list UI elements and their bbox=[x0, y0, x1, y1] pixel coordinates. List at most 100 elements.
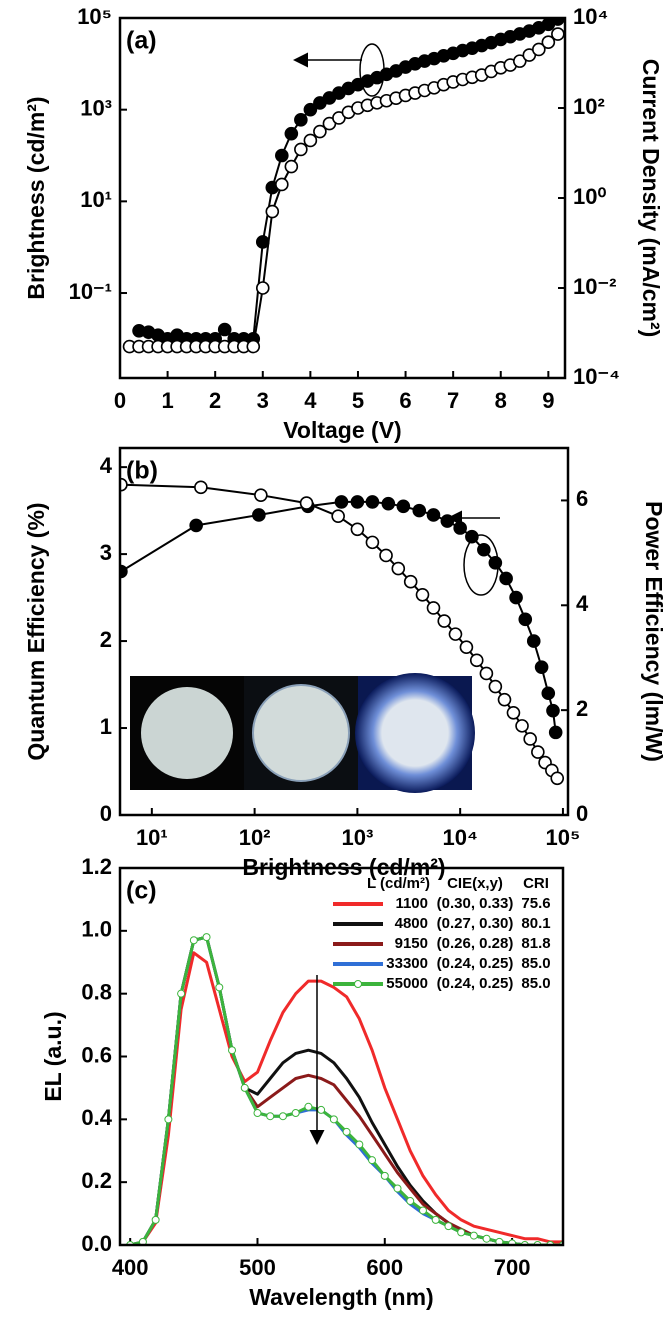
data-point bbox=[299, 496, 314, 510]
y-tick-label: 0.6 bbox=[81, 1042, 112, 1067]
y2-tick-label: 10² bbox=[573, 94, 605, 119]
legend-cri: 81.8 bbox=[521, 935, 550, 952]
x-axis-title: Voltage (V) bbox=[283, 417, 401, 443]
data-point bbox=[252, 508, 266, 522]
data-point bbox=[497, 692, 512, 707]
x-tick-label: 4 bbox=[304, 388, 317, 413]
data-point bbox=[342, 1127, 351, 1136]
data-point bbox=[508, 1239, 517, 1245]
data-point bbox=[278, 1112, 287, 1121]
data-point bbox=[495, 1237, 504, 1245]
data-point bbox=[499, 571, 513, 586]
x-tick-label: 9 bbox=[542, 388, 554, 413]
y-tick-label: 4 bbox=[100, 453, 113, 478]
data-point bbox=[541, 686, 556, 701]
x-tick-label: 8 bbox=[495, 388, 507, 413]
legend-label: 33300 bbox=[386, 955, 428, 972]
y2-tick-label: 0 bbox=[576, 801, 588, 826]
data-point bbox=[523, 732, 537, 746]
y-tick-label: 10⁵ bbox=[77, 4, 112, 29]
legend-header: CIE(x,y) bbox=[447, 875, 503, 892]
data-point bbox=[254, 488, 268, 502]
data-point bbox=[479, 666, 494, 681]
data-point bbox=[317, 1105, 326, 1114]
x-tick-label: 10⁵ bbox=[546, 825, 581, 850]
data-point bbox=[426, 508, 441, 522]
y-tick-label: 2 bbox=[100, 627, 112, 652]
data-point bbox=[541, 35, 556, 49]
data-point bbox=[379, 548, 393, 563]
data-point bbox=[548, 725, 563, 740]
plot-frame bbox=[118, 866, 565, 1247]
x-tick-label: 10² bbox=[239, 825, 271, 850]
data-point bbox=[255, 281, 270, 295]
data-point bbox=[488, 555, 503, 570]
x-tick-label: 3 bbox=[257, 388, 269, 413]
x-tick-label: 700 bbox=[494, 1255, 531, 1280]
data-point bbox=[518, 612, 533, 627]
data-point bbox=[550, 771, 565, 786]
data-point bbox=[189, 518, 203, 533]
y-tick-label: 0.0 bbox=[81, 1231, 112, 1256]
legend-cie: (0.24, 0.25) bbox=[437, 975, 514, 992]
y-tick-label: 1.0 bbox=[81, 917, 112, 942]
data-point bbox=[228, 1046, 237, 1055]
data-point bbox=[381, 496, 396, 511]
data-point bbox=[255, 235, 270, 249]
y-tick-label: 0.8 bbox=[81, 979, 112, 1004]
data-point bbox=[380, 1171, 389, 1180]
data-point bbox=[291, 1109, 300, 1118]
legend-cri: 85.0 bbox=[521, 975, 550, 992]
data-point bbox=[151, 1215, 160, 1224]
data-point bbox=[138, 1237, 147, 1245]
data-point bbox=[368, 1156, 377, 1165]
data-point bbox=[506, 705, 521, 720]
data-point bbox=[365, 535, 380, 550]
emitting-disc bbox=[252, 684, 350, 782]
data-point bbox=[266, 1112, 275, 1121]
x-tick-label: 7 bbox=[447, 388, 459, 413]
data-point bbox=[164, 1115, 173, 1124]
plot-frame bbox=[118, 446, 570, 817]
data-point bbox=[453, 521, 467, 535]
data-point bbox=[294, 113, 308, 127]
plot-layer bbox=[122, 18, 565, 354]
data-point bbox=[465, 529, 479, 544]
data-point bbox=[313, 124, 327, 139]
y-axis-title: EL (a.u.) bbox=[40, 1011, 66, 1101]
data-point bbox=[275, 148, 289, 163]
data-point bbox=[431, 1215, 440, 1224]
y-tick-label: 1.2 bbox=[81, 854, 112, 879]
legend-label: 9150 bbox=[395, 935, 428, 952]
y-tick-label: 1 bbox=[100, 714, 112, 739]
data-point bbox=[393, 1184, 402, 1193]
data-point bbox=[509, 590, 523, 605]
data-point bbox=[426, 601, 441, 615]
data-point bbox=[546, 703, 560, 718]
data-point bbox=[515, 719, 529, 733]
plot-layer bbox=[120, 477, 565, 786]
x-tick-label: 5 bbox=[352, 388, 364, 413]
data-point bbox=[406, 1197, 415, 1206]
legend-cie: (0.24, 0.25) bbox=[437, 955, 514, 972]
data-point bbox=[284, 159, 299, 174]
x-tick-label: 1 bbox=[161, 388, 173, 413]
y-tick-label: 3 bbox=[100, 540, 112, 565]
data-point bbox=[415, 587, 430, 602]
y-axis-title: Brightness (cd/m²) bbox=[23, 96, 49, 299]
data-point bbox=[448, 627, 463, 641]
legend-label: 55000 bbox=[386, 975, 428, 992]
data-point bbox=[469, 653, 484, 668]
y-tick-label: 10⁻¹ bbox=[69, 279, 112, 304]
legend-cie: (0.26, 0.28) bbox=[437, 935, 514, 952]
y-tick-label: 0.2 bbox=[81, 1168, 112, 1193]
data-point bbox=[275, 177, 289, 192]
data-point bbox=[350, 522, 365, 537]
data-point bbox=[531, 745, 545, 759]
x-tick-label: 10⁴ bbox=[442, 825, 477, 850]
emitting-disc bbox=[355, 673, 475, 793]
data-point bbox=[303, 102, 318, 117]
data-point bbox=[246, 339, 261, 354]
inset-photo bbox=[130, 673, 475, 793]
